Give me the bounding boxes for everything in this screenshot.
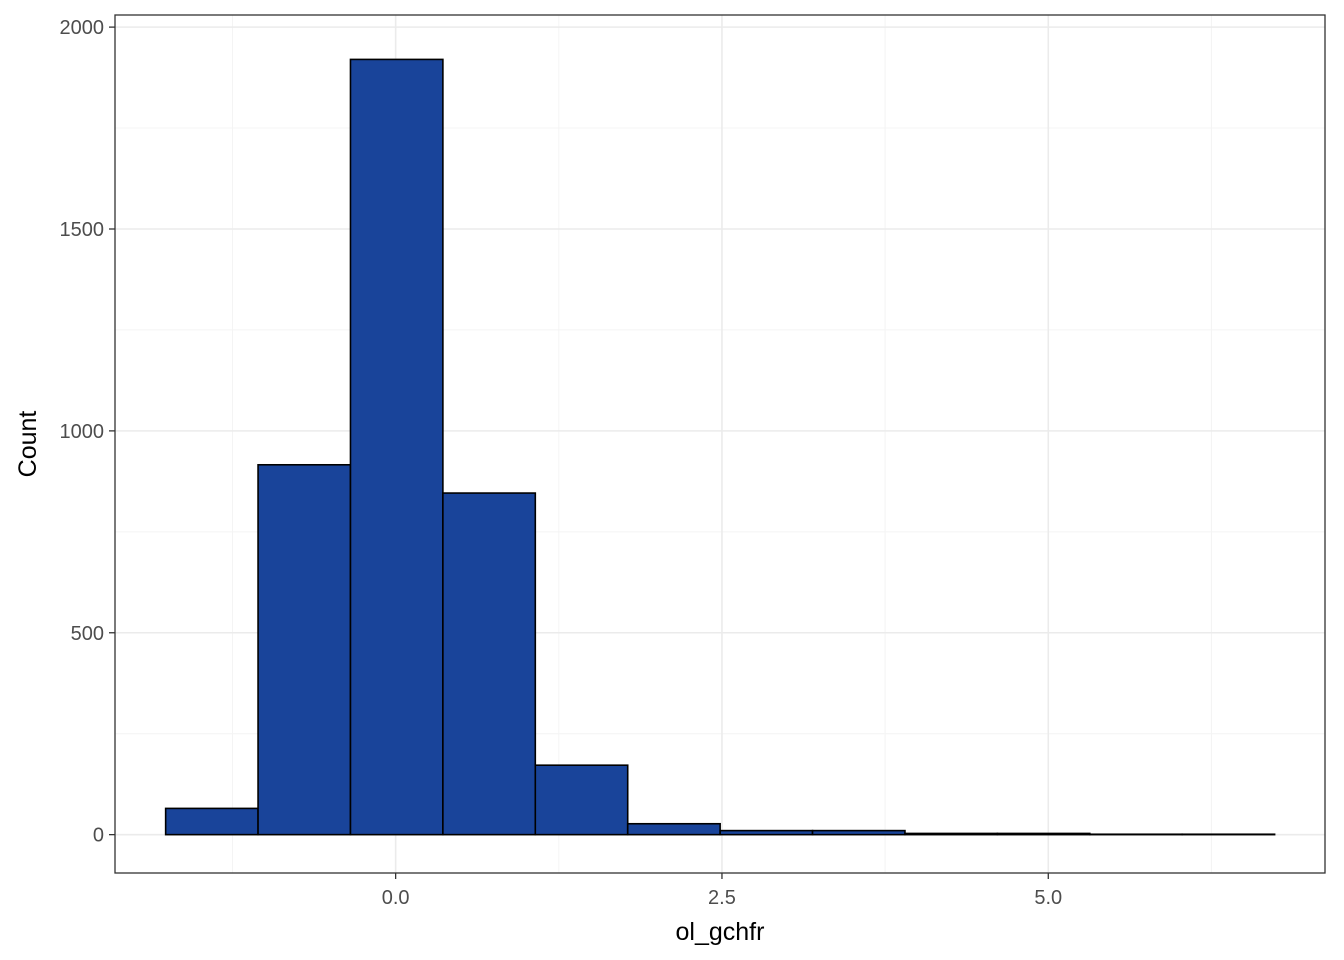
histogram-bar-7 [719,829,814,836]
histogram-bar-1 [164,807,259,836]
axes: 0.0 2.5 5.0 0 500 1000 1500 2000 [60,17,1063,909]
y-tick-label: 0 [93,825,104,847]
histogram-bar-3 [349,58,444,836]
x-tick-label: 2.5 [708,887,736,909]
histogram-bars [164,58,1276,836]
histogram-bar-2 [257,463,352,836]
histogram-bar-9 [904,832,999,836]
y-tick-label: 1500 [60,219,105,241]
y-tick-label: 500 [71,623,104,645]
panel-border [114,14,1326,874]
x-axis-title: ol_gchfr [676,918,765,946]
x-tick-label: 0.0 [382,887,410,909]
histogram-bar-8 [811,829,906,836]
histogram-bar-4 [442,492,537,836]
y-axis-title: Count [14,411,42,478]
y-tick-label: 1000 [60,421,105,443]
y-tick-label: 2000 [60,17,105,39]
histogram-bar-10 [996,832,1091,836]
x-tick-label: 5.0 [1034,887,1062,909]
histogram-bar-6 [626,822,721,836]
histogram-bar-5 [534,764,629,836]
